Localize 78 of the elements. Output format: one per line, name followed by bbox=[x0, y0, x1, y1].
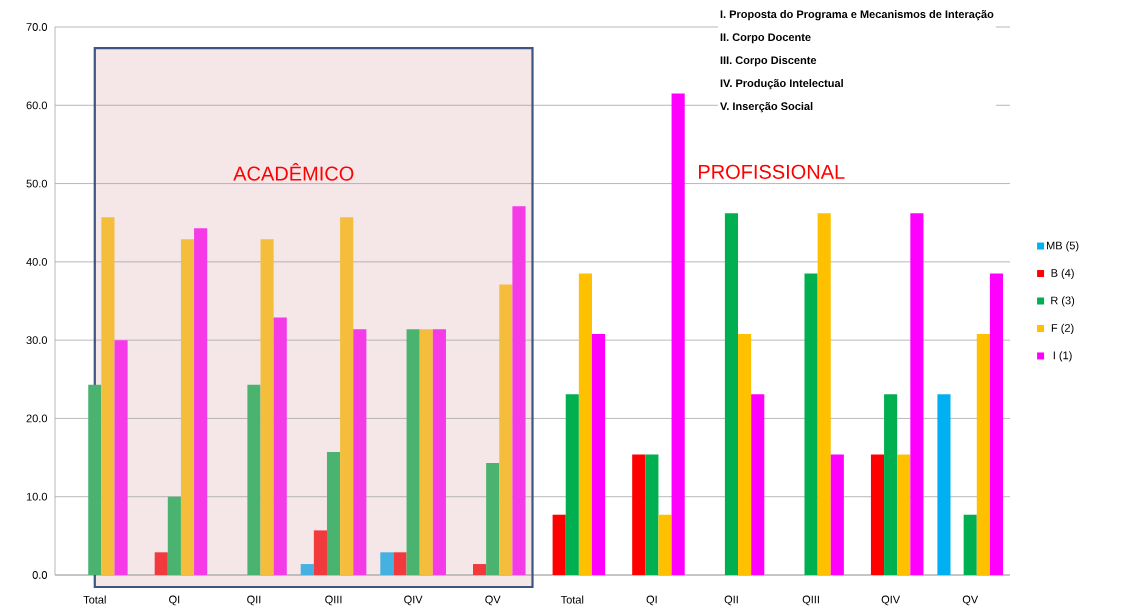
y-tick-label: 50.0 bbox=[26, 179, 48, 188]
bar bbox=[88, 384, 102, 575]
bar bbox=[578, 273, 592, 575]
bar bbox=[937, 394, 951, 575]
x-tick-label: QI bbox=[646, 595, 657, 606]
x-tick-label: QV bbox=[485, 595, 501, 606]
x-tick-label: QIII bbox=[802, 595, 819, 606]
x-tick-label: Total bbox=[83, 595, 106, 604]
text: I. Proposta do Programa e Mecanismos de Interação bbox=[720, 10, 994, 21]
bar bbox=[247, 384, 261, 575]
bar bbox=[260, 239, 274, 575]
bar bbox=[804, 273, 818, 575]
bar bbox=[671, 93, 685, 575]
y-tick-label: 10.0 bbox=[26, 492, 48, 501]
x-tick-label: QII bbox=[247, 595, 261, 606]
bar bbox=[552, 514, 566, 575]
legend-label: F (2) bbox=[1051, 323, 1074, 334]
bar bbox=[976, 333, 990, 575]
x-tick-label: QII bbox=[724, 595, 738, 606]
legend-label: B (4) bbox=[1051, 268, 1074, 280]
bar bbox=[870, 454, 885, 575]
bar bbox=[499, 284, 513, 575]
x-tick-label: QV bbox=[962, 595, 979, 606]
bar bbox=[114, 340, 128, 575]
bar bbox=[884, 394, 898, 575]
bar bbox=[963, 514, 977, 575]
bar bbox=[353, 329, 367, 575]
x-tick-label: QIV bbox=[404, 595, 423, 606]
y-tick-label: 30.0 bbox=[26, 336, 48, 345]
bar bbox=[101, 217, 115, 575]
bar bbox=[486, 463, 500, 575]
y-tick-label: 60.0 bbox=[26, 101, 48, 110]
annotation: V. Inserção Social bbox=[720, 102, 813, 113]
legend-label: R (3) bbox=[1051, 296, 1075, 307]
legend-label: MB (5) bbox=[1046, 241, 1079, 252]
bar bbox=[380, 552, 394, 575]
bar bbox=[989, 273, 1004, 575]
bar bbox=[565, 394, 579, 575]
bar bbox=[724, 213, 739, 575]
y-tick-label: 0.0 bbox=[32, 571, 48, 579]
annotation: PROFISSIONAL bbox=[699, 164, 845, 179]
bar bbox=[167, 496, 181, 575]
legend-label: I (1) bbox=[1053, 351, 1072, 362]
bar bbox=[658, 514, 672, 575]
bar bbox=[393, 552, 407, 575]
bar bbox=[897, 454, 911, 575]
x-tick-label: Total bbox=[560, 595, 584, 604]
bar bbox=[645, 454, 659, 575]
bar bbox=[273, 317, 287, 575]
bar bbox=[473, 564, 487, 575]
bar bbox=[194, 228, 208, 575]
bar bbox=[632, 454, 646, 575]
band-label: ACADÊMICO bbox=[233, 163, 354, 181]
bar bbox=[751, 394, 765, 575]
bar bbox=[738, 333, 752, 575]
bar bbox=[419, 329, 433, 575]
annotation: II. Corpo Docente bbox=[720, 33, 811, 44]
bar bbox=[406, 329, 420, 575]
y-tick-label: 40.0 bbox=[26, 257, 48, 266]
x-tick-label: QIII bbox=[325, 595, 342, 606]
bar bbox=[154, 552, 168, 575]
x-tick-label: QIV bbox=[881, 595, 901, 606]
bar bbox=[300, 564, 314, 575]
bar bbox=[432, 329, 446, 575]
annotation: IV. Produção Intelectual bbox=[720, 79, 843, 90]
bar bbox=[592, 333, 606, 575]
bar bbox=[313, 530, 327, 575]
x-tick-label: QI bbox=[169, 595, 180, 606]
bar bbox=[340, 217, 354, 575]
bar bbox=[180, 239, 195, 575]
bar bbox=[817, 213, 831, 575]
y-tick-label: 20.0 bbox=[26, 414, 48, 423]
y-tick-label: 70.0 bbox=[26, 23, 48, 31]
bar bbox=[910, 213, 924, 575]
annotation: III. Corpo Discente bbox=[720, 56, 817, 67]
bar bbox=[326, 452, 341, 575]
bar bbox=[512, 206, 526, 575]
bar bbox=[830, 454, 844, 575]
